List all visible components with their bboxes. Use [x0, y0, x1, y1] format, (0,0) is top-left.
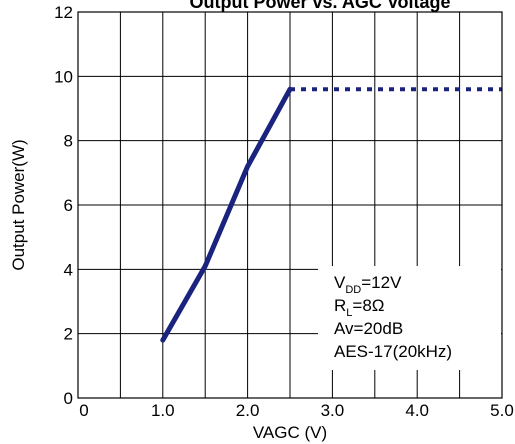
x-tick-label: 3.0 [321, 401, 345, 420]
y-tick-label: 10 [54, 67, 73, 86]
annotation-line: Av=20dB [334, 319, 403, 338]
x-tick-label: 5.0 [490, 401, 514, 420]
y-axis-title: Output Power(W) [9, 139, 28, 270]
x-tick-label: 4.0 [405, 401, 429, 420]
y-tick-label: 0 [64, 389, 73, 408]
x-tick-label: 0 [79, 401, 88, 420]
x-axis-title: VAGC (V) [253, 423, 327, 442]
x-tick-labels: 0 1.0 2.0 3.0 4.0 5.0 [79, 401, 514, 420]
y-tick-labels: 0 2 4 6 8 10 12 [54, 3, 73, 408]
y-tick-label: 2 [64, 325, 73, 344]
x-tick-label: 1.0 [151, 401, 175, 420]
y-tick-label: 4 [64, 260, 73, 279]
series-line-solid [163, 89, 290, 340]
y-tick-label: 12 [54, 3, 73, 22]
y-tick-label: 8 [64, 132, 73, 151]
x-tick-label: 2.0 [236, 401, 260, 420]
chart-title: Output Power vs. AGC Voltage [189, 0, 450, 12]
annotation-line: AES-17(20kHz) [334, 342, 452, 361]
y-tick-label: 6 [64, 196, 73, 215]
